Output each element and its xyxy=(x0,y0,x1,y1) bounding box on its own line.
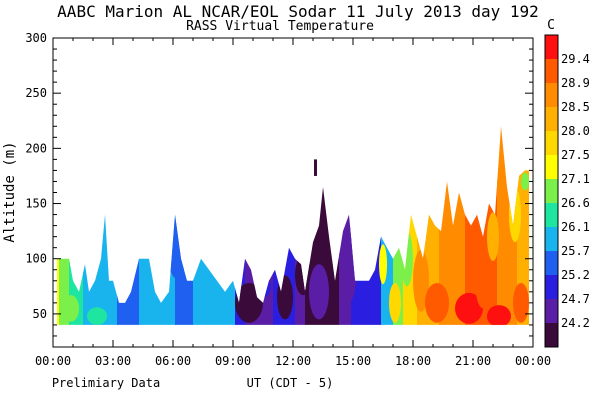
temperature-cell xyxy=(513,282,529,323)
x-tick-label: 00:00 xyxy=(515,354,551,368)
colorbar-label: 29.4 xyxy=(561,52,590,66)
preliminary-note: Prelimiary Data xyxy=(52,376,160,390)
colorbar-label: 24.7 xyxy=(561,292,590,306)
temperature-cell xyxy=(277,275,293,320)
x-axis-label: UT (CDT - 5) xyxy=(247,376,334,390)
temperature-region xyxy=(139,126,176,325)
colorbar-label: 25.2 xyxy=(561,268,590,282)
x-tick-label: 03:00 xyxy=(95,354,131,368)
isolated-echo xyxy=(314,159,317,176)
temperature-cell xyxy=(401,231,413,287)
x-tick-label: 09:00 xyxy=(215,354,251,368)
y-axis-label: Altitude (m) xyxy=(2,141,18,242)
colorbar-label: 27.1 xyxy=(561,172,590,186)
chart-subtitle: RASS Virtual Temperature xyxy=(186,19,374,34)
x-tick-label: 06:00 xyxy=(155,354,191,368)
y-tick-label: 200 xyxy=(25,141,47,155)
colorbar-swatch xyxy=(545,323,558,348)
colorbar-swatch xyxy=(545,155,558,180)
colorbar-swatch xyxy=(545,227,558,252)
temperature-cell xyxy=(87,307,107,325)
colorbar-swatch xyxy=(545,35,558,60)
temperature-cell xyxy=(413,249,429,312)
temperature-cell xyxy=(425,282,449,323)
y-tick-label: 150 xyxy=(25,197,47,211)
temperature-cell xyxy=(235,282,263,323)
colorbar-label: 26.6 xyxy=(561,196,590,210)
x-tick-label: 00:00 xyxy=(35,354,71,368)
x-axis: 00:00 03:00 06:00 09:00 12:00 15:00 18:00 21:00… xyxy=(35,38,551,368)
y-tick-label: 300 xyxy=(25,31,47,45)
colorbar-label: 26.1 xyxy=(561,220,590,234)
colorbar-unit: C xyxy=(547,18,555,33)
y-tick-label: 250 xyxy=(25,86,47,100)
y-axis: 50 100 150 200 250 300 xyxy=(25,31,533,337)
temperature-cell xyxy=(309,264,329,320)
temperature-region xyxy=(83,126,118,325)
temperature-cell xyxy=(341,225,357,303)
temperature-cell xyxy=(167,216,187,279)
temperature-cell xyxy=(379,244,387,285)
colorbar-label: 27.5 xyxy=(561,148,590,162)
x-tick-label: 18:00 xyxy=(395,354,431,368)
colorbar-swatch xyxy=(545,179,558,204)
colorbar-swatch xyxy=(545,107,558,132)
colorbar-swatch xyxy=(545,251,558,276)
temperature-cell xyxy=(389,282,401,323)
colorbar-label: 24.2 xyxy=(561,316,590,330)
temperature-region xyxy=(117,126,140,325)
temperature-cell xyxy=(521,172,529,191)
temperature-region xyxy=(193,126,236,325)
colorbar-swatch xyxy=(545,83,558,108)
temperature-cell xyxy=(509,186,521,243)
y-tick-label: 50 xyxy=(33,307,47,321)
temperature-region xyxy=(295,126,306,325)
temperature-region xyxy=(351,126,382,325)
colorbar-label: 28.0 xyxy=(561,124,590,138)
x-tick-label: 12:00 xyxy=(275,354,311,368)
plot-area xyxy=(52,37,534,348)
colorbar-swatch xyxy=(545,275,558,300)
temperature-cell xyxy=(295,255,311,296)
colorbar-label: 28.9 xyxy=(561,76,590,90)
title-block: AABC Marion AL NCAR/EOL Sodar 11 July 20… xyxy=(57,2,539,34)
temperature-cell xyxy=(255,275,271,298)
temperature-region xyxy=(175,126,194,325)
temperature-cell xyxy=(487,305,511,325)
colorbar-frame xyxy=(544,34,559,348)
colorbar-label: 28.5 xyxy=(561,100,590,114)
temperature-cell xyxy=(475,253,491,309)
temperature-cell xyxy=(455,292,483,324)
temperature-field xyxy=(57,126,529,325)
x-tick-label: 21:00 xyxy=(455,354,491,368)
colorbar-swatch xyxy=(545,299,558,324)
colorbar-label: 25.7 xyxy=(561,244,590,258)
temperature-cell xyxy=(487,212,499,261)
chart-title: AABC Marion AL NCAR/EOL Sodar 11 July 20… xyxy=(57,2,539,21)
colorbar: C 29.4 28.9 28.5 28.0 27.5 27.1 26.6 26.1 25.7 25… xyxy=(544,18,590,348)
colorbar-swatch xyxy=(545,59,558,84)
colorbar-swatch xyxy=(545,203,558,228)
temperature-cell xyxy=(63,295,79,322)
y-tick-label: 100 xyxy=(25,252,47,266)
colorbar-swatch xyxy=(545,131,558,156)
x-tick-label: 15:00 xyxy=(335,354,371,368)
